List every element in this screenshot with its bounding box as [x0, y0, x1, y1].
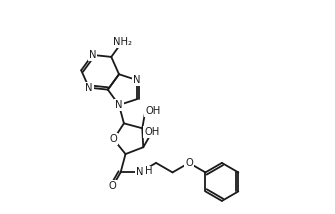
Text: N: N [85, 83, 93, 93]
Text: O: O [109, 181, 116, 191]
Text: N: N [136, 167, 143, 177]
Text: NH₂: NH₂ [113, 37, 132, 46]
Text: N: N [115, 100, 123, 110]
Text: O: O [110, 134, 118, 144]
Text: N: N [89, 50, 96, 60]
Text: OH: OH [144, 127, 159, 137]
Text: N: N [133, 75, 141, 85]
Text: H: H [145, 166, 152, 176]
Text: O: O [185, 158, 193, 168]
Text: OH: OH [145, 106, 160, 116]
